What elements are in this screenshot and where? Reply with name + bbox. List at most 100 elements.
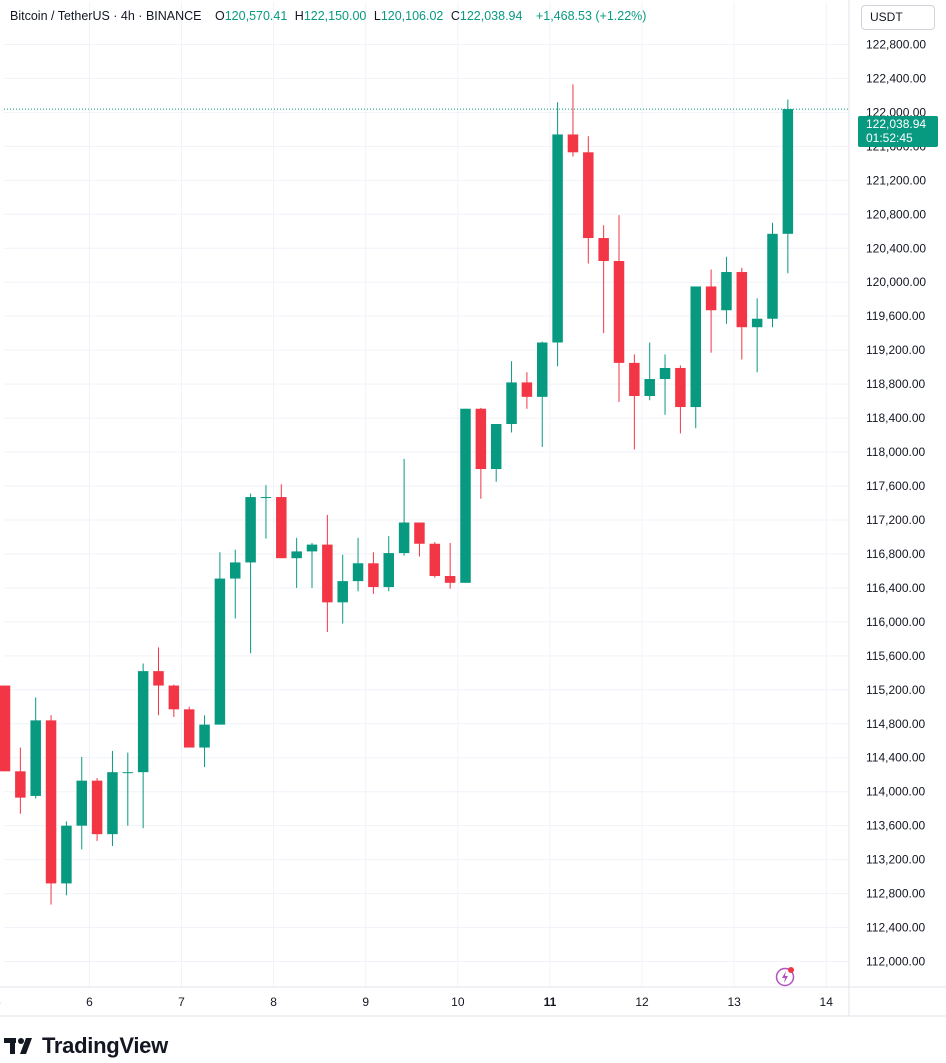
y-tick-label: 116,000.00 xyxy=(866,615,925,629)
low-label: L xyxy=(373,9,381,23)
candle-body[interactable] xyxy=(675,367,686,408)
candle-body[interactable] xyxy=(107,772,118,835)
candle-body[interactable] xyxy=(475,408,487,470)
x-tick-label: 14 xyxy=(820,995,834,1009)
y-tick-label: 114,000.00 xyxy=(866,785,925,799)
candle-body[interactable] xyxy=(414,522,425,544)
open-value: 120,570.41 xyxy=(224,9,288,23)
symbol-title[interactable]: Bitcoin / TetherUS · 4h · BINANCE xyxy=(10,9,202,23)
y-tick-label: 116,400.00 xyxy=(866,581,925,595)
candle-body[interactable] xyxy=(521,382,533,397)
candle-body[interactable] xyxy=(276,497,287,559)
candle-body[interactable] xyxy=(230,562,241,579)
candle-body[interactable] xyxy=(337,581,348,603)
x-tick-label: 5 xyxy=(0,995,1,1009)
candle-body[interactable] xyxy=(153,671,164,686)
candle-body[interactable] xyxy=(368,563,379,588)
time-axis[interactable]: 5 6 7 8 9 10 11 12 13 14 xyxy=(0,995,833,1009)
candle-body[interactable] xyxy=(15,771,26,798)
candle-body[interactable] xyxy=(583,152,594,239)
candle-body[interactable] xyxy=(767,233,778,319)
y-tick-label: 116,800.00 xyxy=(866,547,925,561)
candle-body[interactable] xyxy=(444,576,456,583)
tradingview-logo[interactable]: TradingView xyxy=(4,1033,168,1059)
y-tick-label: 118,400.00 xyxy=(866,411,925,425)
currency-button[interactable]: USDT xyxy=(861,5,935,30)
y-tick-label: 118,800.00 xyxy=(866,377,925,391)
candle-body[interactable] xyxy=(383,553,395,588)
candle-body[interactable] xyxy=(245,497,256,563)
y-tick-label: 113,600.00 xyxy=(866,819,925,833)
candle-body[interactable] xyxy=(705,286,717,311)
candle-body[interactable] xyxy=(214,578,226,725)
high-value: 122,150.00 xyxy=(303,9,367,23)
y-tick-label: 113,200.00 xyxy=(866,853,925,867)
y-tick-label: 120,000.00 xyxy=(866,275,926,289)
candles-layer xyxy=(0,84,849,905)
candle-body[interactable] xyxy=(429,543,441,577)
close-label: C xyxy=(450,9,460,23)
candle-body[interactable] xyxy=(183,709,195,748)
candle-body[interactable] xyxy=(45,720,57,884)
y-tick-label: 118,000.00 xyxy=(866,445,925,459)
y-tick-label: 121,200.00 xyxy=(866,173,926,187)
y-tick-label: 117,600.00 xyxy=(866,479,925,493)
candle-body[interactable] xyxy=(122,772,134,774)
candle-body[interactable] xyxy=(352,563,364,582)
candle-body[interactable] xyxy=(61,825,72,884)
price-axis[interactable]: 122,800.00122,400.00122,000.00121,600.00… xyxy=(866,37,926,968)
candle-body[interactable] xyxy=(398,522,410,554)
candle-body[interactable] xyxy=(322,544,333,603)
candle-body[interactable] xyxy=(782,109,794,234)
x-tick-label: 10 xyxy=(451,995,465,1009)
candle-body[interactable] xyxy=(30,720,41,796)
last-price-tag: 122,038.94 01:52:45 xyxy=(858,116,938,147)
candle-body[interactable] xyxy=(76,780,88,826)
last-price-value: 122,038.94 xyxy=(866,117,927,131)
symbol-legend: Bitcoin / TetherUS · 4h · BINANCE O120,5… xyxy=(10,9,646,23)
tradingview-logo-text: TradingView xyxy=(42,1033,168,1058)
x-tick-label: 8 xyxy=(270,995,277,1009)
y-tick-label: 115,200.00 xyxy=(866,683,925,697)
y-tick-label: 120,400.00 xyxy=(866,241,926,255)
lightning-badge-icon[interactable] xyxy=(775,965,797,987)
y-tick-label: 112,400.00 xyxy=(866,921,925,935)
y-tick-label: 114,400.00 xyxy=(866,751,925,765)
candle-body[interactable] xyxy=(506,382,517,425)
candle-body[interactable] xyxy=(613,260,625,363)
x-tick-label: 11 xyxy=(544,995,557,1009)
candle-body[interactable] xyxy=(567,134,579,153)
candle-body[interactable] xyxy=(306,544,318,552)
chart-borders xyxy=(0,0,946,1017)
candle-body[interactable] xyxy=(659,367,671,380)
x-tick-label: 12 xyxy=(635,995,649,1009)
candle-body[interactable] xyxy=(168,685,180,710)
candle-body[interactable] xyxy=(291,551,302,559)
candle-body[interactable] xyxy=(598,238,609,261)
y-tick-label: 119,600.00 xyxy=(866,309,925,323)
x-tick-label: 13 xyxy=(727,995,741,1009)
close-value: 122,038.94 xyxy=(459,9,523,23)
candle-body[interactable] xyxy=(199,724,210,748)
x-tick-label: 7 xyxy=(178,995,185,1009)
candle-body[interactable] xyxy=(137,671,149,773)
candle-body[interactable] xyxy=(537,342,548,397)
candle-body[interactable] xyxy=(490,424,502,470)
candle-body[interactable] xyxy=(644,379,655,396)
y-tick-label: 112,800.00 xyxy=(866,887,925,901)
candle-body[interactable] xyxy=(736,272,748,328)
y-tick-label: 117,200.00 xyxy=(866,513,925,527)
candle-body[interactable] xyxy=(721,272,732,311)
candle-body[interactable] xyxy=(751,318,763,328)
candle-body[interactable] xyxy=(552,134,563,343)
candle-body[interactable] xyxy=(91,780,103,835)
candle-body[interactable] xyxy=(629,362,640,396)
candle-body[interactable] xyxy=(260,497,272,499)
candle-body[interactable] xyxy=(690,286,702,408)
grid-layer xyxy=(4,2,849,987)
high-label: H xyxy=(294,9,304,23)
candle-body[interactable] xyxy=(460,408,471,583)
candle-body[interactable] xyxy=(0,685,11,772)
